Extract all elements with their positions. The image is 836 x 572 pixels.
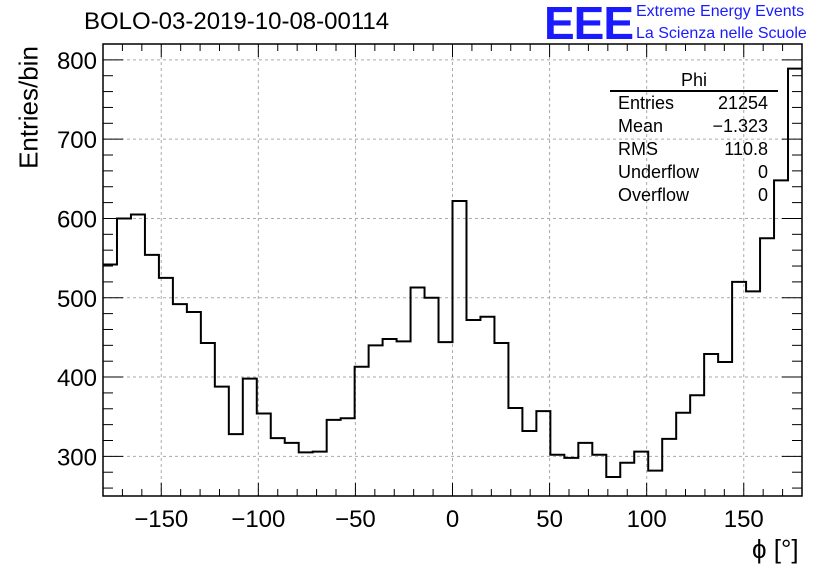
stats-label: Overflow xyxy=(618,185,690,205)
stats-row-underflow: Underflow 0 xyxy=(610,161,778,184)
y-tick-label: 700 xyxy=(57,127,97,154)
logo-line-1: Extreme Energy Events xyxy=(636,3,805,20)
x-tick-label: −50 xyxy=(335,506,376,533)
stats-value: −1.323 xyxy=(712,116,768,136)
stats-label: RMS xyxy=(618,139,658,159)
stats-row-overflow: Overflow 0 xyxy=(610,184,778,207)
x-tick-label: 50 xyxy=(536,506,563,533)
x-tick-label: 0 xyxy=(446,506,459,533)
x-tick-label: −150 xyxy=(134,506,188,533)
stats-box: Phi Entries 21254 Mean −1.323 RMS 110.8 … xyxy=(610,70,778,207)
x-tick-label: 150 xyxy=(724,506,764,533)
stats-row-mean: Mean −1.323 xyxy=(610,115,778,138)
stats-row-rms: RMS 110.8 xyxy=(610,138,778,161)
logo-line-2: La Scienza nelle Scuole xyxy=(636,25,807,42)
y-tick-label: 300 xyxy=(57,444,97,471)
stats-value: 21254 xyxy=(717,93,768,113)
eee-logo: EEE xyxy=(544,0,634,49)
y-axis-label: Entries/bin xyxy=(13,46,44,169)
stats-value: 0 xyxy=(757,162,768,182)
y-tick-label: 500 xyxy=(57,286,97,313)
stats-label: Underflow xyxy=(618,162,700,182)
stats-title: Phi xyxy=(610,70,778,92)
x-tick-label: 100 xyxy=(627,506,667,533)
stats-value: 0 xyxy=(757,185,768,205)
y-tick-label: 800 xyxy=(57,48,97,75)
stats-row-entries: Entries 21254 xyxy=(610,92,778,115)
stats-label: Entries xyxy=(618,93,675,113)
y-tick-label: 400 xyxy=(57,365,97,392)
stats-value: 110.8 xyxy=(724,139,768,159)
chart-title: BOLO-03-2019-10-08-00114 xyxy=(84,8,390,35)
histogram-outline xyxy=(103,67,802,478)
stats-label: Mean xyxy=(618,116,664,136)
x-tick-label: −100 xyxy=(231,506,285,533)
y-tick-label: 600 xyxy=(57,206,97,233)
x-axis-label: ϕ [°] xyxy=(752,534,799,564)
